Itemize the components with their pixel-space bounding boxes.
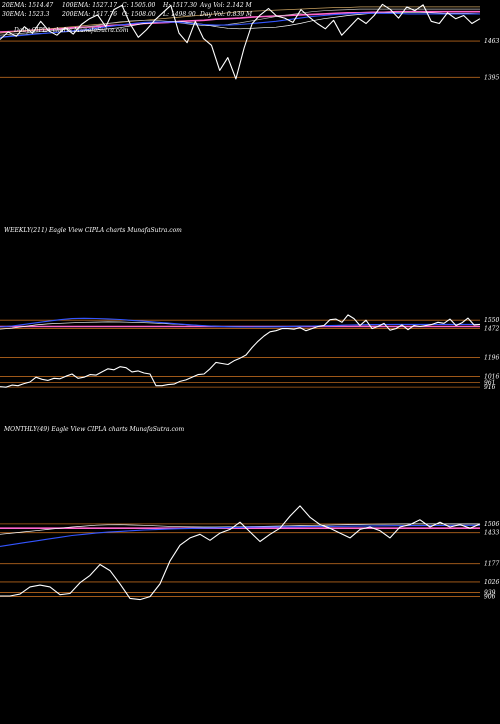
weekly-blue-line xyxy=(0,317,480,328)
daily-price-line xyxy=(0,3,481,80)
monthly-level-label: 939 xyxy=(484,589,496,596)
monthly-caption: MONTHLY(49) Eagle View CIPLA charts Muna… xyxy=(4,426,185,433)
daily-ema30-line xyxy=(0,8,480,36)
weekly-caption: WEEKLY(211) Eagle View CIPLA charts Muna… xyxy=(4,227,182,234)
daily-caption: Daily CIPLA charts MunafaSutra.com xyxy=(14,27,129,34)
weekly-level-label: 916 xyxy=(484,384,496,391)
monthly-blue-line xyxy=(0,524,480,547)
stat-close: C: 1505.00 xyxy=(122,2,156,9)
stat-100ema: 100EMA: 1527.17 xyxy=(62,2,118,9)
weekly-level-label: 1016 xyxy=(484,374,499,381)
monthly-level-label: 906 xyxy=(484,593,496,600)
stat-avg-vol: Avg Vol: 2.142 M xyxy=(200,2,252,9)
weekly-level-label: 1550 xyxy=(484,317,499,324)
stat-day-vol: Day Vol: 0.839 M xyxy=(200,11,253,18)
stat-low: L: 1498.90 xyxy=(163,11,196,18)
stat-open: O: 1508.00 xyxy=(122,11,156,18)
monthly-ema20-line xyxy=(0,523,480,535)
weekly-level-label: 1196 xyxy=(484,355,499,362)
daily-panel: 1463 1395 xyxy=(0,3,499,81)
stat-30ema: 30EMA: 1523.3 xyxy=(2,11,50,18)
daily-blue-line xyxy=(0,12,480,38)
daily-level-label: 1463 xyxy=(484,38,499,45)
monthly-level-label: 1433 xyxy=(484,530,499,537)
weekly-level-label: 1472 xyxy=(484,325,499,332)
stat-200ema: 200EMA: 1517.76 xyxy=(62,11,118,18)
stat-20ema: 20EMA: 1514.47 xyxy=(2,2,54,9)
daily-ema200-line xyxy=(0,10,480,33)
monthly-level-label: 1506 xyxy=(484,521,499,528)
weekly-level-label: 961 xyxy=(484,379,495,386)
daily-level-label: 1395 xyxy=(484,74,499,81)
daily-ema20-line xyxy=(0,11,481,38)
monthly-level-label: 1177 xyxy=(484,561,499,568)
stat-high: H: 1517.30 xyxy=(163,2,197,9)
monthly-level-label: 1026 xyxy=(484,579,499,586)
monthly-price-line xyxy=(0,505,481,601)
weekly-price-line xyxy=(0,314,481,388)
